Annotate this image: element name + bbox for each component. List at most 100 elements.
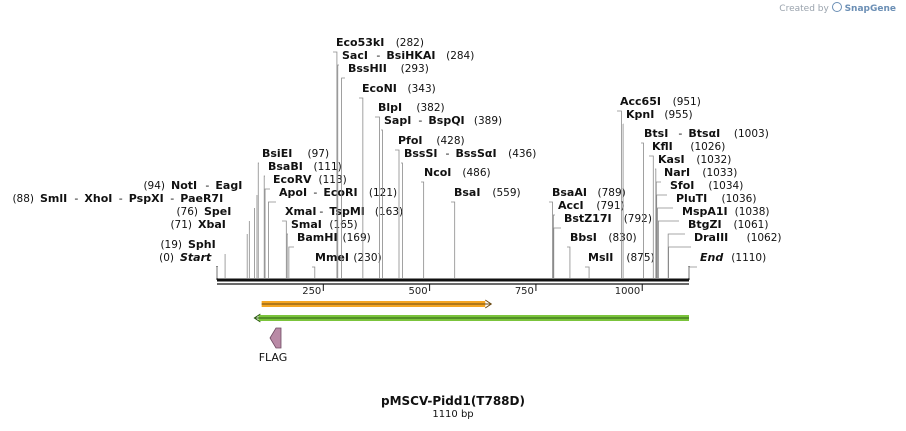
site-separator: -: [119, 192, 123, 205]
site-leader-line: [667, 233, 685, 278]
site-name: PfoI: [398, 134, 423, 147]
site-name: DraIII: [694, 231, 728, 244]
site-position: (1034): [708, 180, 743, 192]
site-position: (1003): [734, 128, 769, 140]
site-position: (1026): [690, 141, 725, 153]
restriction-site-xbai: (71) XbaI: [170, 218, 248, 278]
site-leader-line: [549, 201, 553, 278]
tick-label: 1000: [615, 286, 640, 297]
site-name: SacI: [342, 49, 368, 62]
site-leader-line: [688, 266, 697, 278]
site-name: NarI: [664, 166, 690, 179]
site-leader-line: [585, 266, 590, 278]
site-leader-line: [263, 175, 265, 278]
restriction-site-smli: (88) SmlI - XhoI - PspXI - PaeR7I: [12, 192, 255, 278]
restriction-site-apoi: ApoI - EcoRI (121): [268, 186, 397, 278]
site-position: (169): [343, 232, 371, 244]
site-leader-line: [657, 220, 679, 278]
site-leader-line: [337, 64, 339, 278]
site-name: KasI: [658, 153, 685, 166]
site-leader-line: [359, 97, 364, 278]
site-name: MmeI: [315, 251, 349, 264]
site-name: SapI: [384, 114, 411, 127]
site-name: BtsI: [644, 127, 668, 140]
restriction-site-acc65i: Acc65I (951): [617, 95, 701, 278]
restriction-site-smai: SmaI (165): [286, 218, 358, 278]
site-name: PaeR7I: [180, 192, 223, 205]
plasmid-length: 1110 bp: [432, 409, 474, 420]
site-leader-line: [312, 266, 316, 278]
site-position: (436): [508, 148, 536, 160]
site-name: BamHI: [297, 231, 338, 244]
site-name: SmlI: [40, 192, 67, 205]
site-name: Start: [180, 251, 212, 264]
site-leader-line: [264, 188, 270, 278]
orange-feature-arrow: [484, 299, 493, 309]
site-name: BsaAI: [552, 186, 587, 199]
restriction-site-blpi: BlpI (382): [375, 101, 445, 278]
site-position: (1062): [747, 232, 782, 244]
site-leader-line: [257, 162, 259, 278]
site-position: (71): [170, 219, 192, 231]
site-separator: -: [170, 192, 174, 205]
site-name: KflI: [652, 140, 673, 153]
site-leader-line: [341, 77, 345, 278]
site-name: PluTI: [676, 192, 707, 205]
site-separator: -: [376, 49, 380, 62]
site-position: (382): [416, 102, 444, 114]
restriction-site-pluti: PluTI (1036): [657, 192, 756, 278]
site-name: ApoI: [279, 186, 307, 199]
site-separator: -: [678, 127, 682, 140]
site-position: (0): [159, 252, 174, 264]
site-leader-line: [553, 227, 561, 278]
site-leader-line: [395, 149, 400, 278]
site-separator: -: [319, 205, 323, 218]
site-name: BsaBI: [268, 160, 303, 173]
site-position: (875): [626, 252, 654, 264]
site-name: NotI: [171, 179, 197, 192]
flag-feature-label: FLAG: [259, 351, 288, 364]
restriction-site-bsaai: BsaAI (789): [549, 186, 626, 278]
site-position: (955): [664, 109, 692, 121]
restriction-site-ecorv: EcoRV (113): [264, 173, 347, 278]
restriction-site-start: (0) Start: [159, 251, 218, 278]
site-separator: -: [418, 114, 422, 127]
restriction-site-bsabi: BsaBI (111): [263, 160, 342, 278]
site-leader-line: [657, 207, 673, 278]
site-leader-line: [286, 233, 288, 278]
restriction-site-sfoi: SfoI (1034): [656, 179, 743, 278]
site-name: SphI: [188, 238, 216, 251]
site-leader-line: [282, 220, 287, 278]
restriction-site-bamhi: BamHI (169): [288, 231, 371, 278]
site-name: XhoI: [84, 192, 112, 205]
restriction-site-kasi: KasI (1032): [655, 153, 731, 278]
site-separator: -: [205, 179, 209, 192]
restriction-site-bsai: BsaI (559): [451, 186, 521, 278]
site-name: EagI: [215, 179, 242, 192]
site-leader-line: [451, 201, 456, 278]
site-position: (88): [12, 193, 34, 205]
site-position: (284): [446, 50, 474, 62]
plasmid-name: pMSCV-Pidd1(T788D): [381, 394, 525, 408]
site-position: (293): [401, 63, 429, 75]
restriction-site-kfli: KflI (1026): [649, 140, 725, 278]
site-name: End: [700, 251, 723, 264]
site-leader-line: [617, 110, 622, 278]
credit-prefix: Created by: [779, 4, 829, 14]
site-separator: -: [446, 147, 450, 160]
site-name: BbsI: [570, 231, 597, 244]
site-name: NcoI: [424, 166, 451, 179]
site-leader-line: [421, 181, 425, 278]
site-name: EcoNI: [362, 82, 397, 95]
restriction-site-mmei: MmeI (230): [312, 251, 382, 278]
site-name: XmaI: [285, 205, 316, 218]
site-separator: -: [313, 186, 317, 199]
site-name: SmaI: [291, 218, 322, 231]
site-name: TspMI: [329, 205, 365, 218]
restriction-site-btgzi: BtgZI (1061): [667, 218, 769, 278]
site-position: (111): [314, 161, 342, 173]
tick-label: 250: [302, 286, 321, 297]
credit-brand: SnapGene: [844, 4, 896, 14]
site-position: (1061): [734, 219, 769, 231]
